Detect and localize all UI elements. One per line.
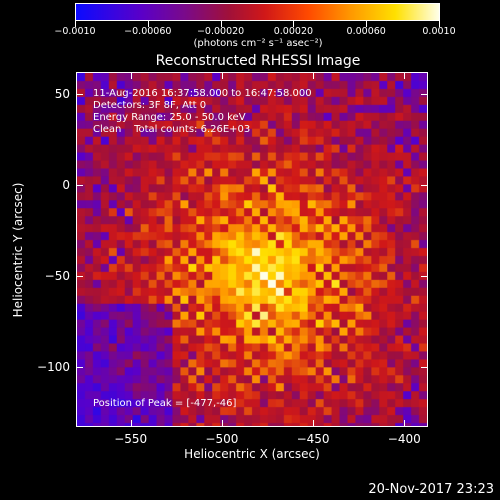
colorbar-tick-label: −0.00020 (196, 26, 245, 37)
colorbar-tick-label: 0.0010 (422, 26, 456, 37)
colorbar-tick-label: −0.00060 (124, 26, 172, 37)
x-axis-tick-label: −550 (114, 432, 148, 446)
x-axis-tick-label: −450 (296, 432, 330, 446)
x-axis-tick (404, 420, 406, 426)
info-time-range: 11-Aug-2016 16:37:58.000 to 16:47:58.000 (93, 88, 312, 99)
x-axis-tick (313, 420, 315, 426)
y-axis-tick (421, 366, 427, 368)
plot-title: Reconstructed RHESSI Image (155, 53, 361, 69)
y-axis-tick-label: 50 (54, 86, 70, 101)
y-axis-tick (77, 366, 83, 368)
x-axis-tick (404, 73, 406, 79)
footer-timestamp: 20-Nov-2017 23:23 (368, 482, 494, 497)
colorbar-tick-label: −0.0010 (54, 26, 96, 37)
colorbar-tick-label: 0.00060 (346, 26, 386, 37)
x-axis-tick (221, 420, 223, 426)
x-axis-tick (130, 420, 132, 426)
heatmap-image (77, 73, 427, 426)
info-energy-range: Energy Range: 25.0 - 50.0 keV (93, 112, 246, 123)
x-axis-tick-label: −500 (205, 432, 239, 446)
colorbar-tick (439, 21, 440, 27)
x-axis-tick-label: −400 (387, 432, 421, 446)
colorbar-tick (220, 21, 222, 27)
y-axis-tick (421, 275, 427, 277)
y-axis-tick (77, 275, 83, 277)
image-plot: 11-Aug-2016 16:37:58.000 to 16:47:58.000… (76, 72, 428, 427)
y-axis-tick (77, 93, 83, 95)
y-axis-tick (77, 184, 83, 186)
colorbar-tick-label: 0.00020 (273, 26, 314, 37)
colorbar-tick (366, 21, 368, 27)
x-axis-tick (130, 73, 132, 79)
colorbar (75, 3, 440, 21)
y-axis-tick-label: −100 (37, 359, 70, 374)
info-clean-counts: Clean Total counts: 6.26E+03 (93, 124, 251, 135)
info-detectors: Detectors: 3F 8F, Att 0 (93, 100, 207, 111)
x-axis-tick (221, 73, 223, 79)
y-axis-tick (421, 184, 427, 186)
colorbar-tick (147, 21, 149, 27)
colorbar-tick (293, 21, 295, 27)
colorbar-tick (75, 21, 76, 27)
y-axis-tick-label: 0 (62, 177, 70, 192)
x-axis-label: Heliocentric X (arcsec) (184, 447, 320, 461)
y-axis-label: Heliocentric Y (arcsec) (11, 182, 25, 318)
y-axis-tick-label: −50 (44, 268, 70, 283)
colorbar-units: (photons cm⁻² s⁻¹ asec⁻²) (193, 38, 323, 49)
info-peak-position: Position of Peak = [-477,-46] (93, 398, 237, 409)
x-axis-tick (313, 73, 315, 79)
y-axis-tick (421, 93, 427, 95)
